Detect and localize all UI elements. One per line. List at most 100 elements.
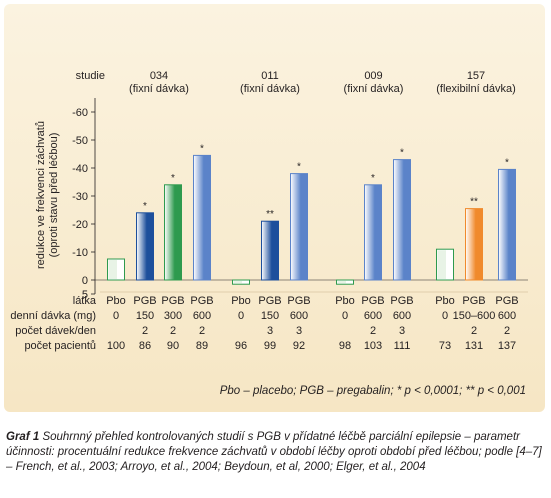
cell-latka: PGB [495, 295, 518, 307]
cell-davka: 600 [393, 310, 411, 322]
cell-pocet-pacientu: 90 [167, 340, 179, 352]
cell-latka: PGB [190, 295, 213, 307]
bar [193, 154, 211, 281]
cell-pocet-pacientu: 73 [439, 340, 451, 352]
y-tick-label: -10 [72, 247, 88, 259]
caption-text: Souhrnný přehled kontrolovaných studií s… [6, 431, 542, 473]
cell-pocet-pacientu: 131 [465, 340, 483, 352]
cell-davka: 600 [193, 310, 211, 322]
cell-davka: 150–600 [453, 310, 496, 322]
cell-latka: PGB [133, 295, 156, 307]
row-label-davka: denní dávka (mg) [10, 310, 96, 322]
y-tick-label: -20 [72, 219, 88, 231]
significance-label: * [371, 173, 375, 184]
cell-pocet-pacientu: 86 [139, 340, 151, 352]
y-tick-label: -40 [72, 163, 88, 175]
significance-label: * [143, 201, 147, 212]
study-name: 157 [467, 70, 485, 82]
cell-pocet-pacientu: 92 [293, 340, 305, 352]
significance-label: * [200, 143, 204, 154]
caption-label: Graf 1 [6, 431, 40, 443]
cell-pocet-pacientu: 103 [364, 340, 382, 352]
cell-pocet-davek: 2 [504, 325, 510, 337]
y-tick-label: -50 [72, 135, 88, 147]
cell-davka: 0 [342, 310, 348, 322]
cell-latka: Pbo [106, 295, 126, 307]
cell-pocet-pacientu: 100 [107, 340, 125, 352]
bar [136, 212, 154, 281]
cell-pocet-pacientu: 89 [196, 340, 208, 352]
study-name: 011 [261, 70, 279, 82]
cell-davka: 150 [261, 310, 279, 322]
cell-pocet-davek: 3 [399, 325, 405, 337]
cell-pocet-davek: 2 [170, 325, 176, 337]
study-subtitle: (fixní dávka) [129, 83, 189, 95]
cell-pocet-pacientu: 96 [235, 340, 247, 352]
row-label-latka: látka [73, 295, 97, 307]
figure-caption: Graf 1 Souhrnný přehled kontrolovaných s… [6, 430, 546, 475]
bar [290, 173, 308, 281]
cell-pocet-pacientu: 98 [339, 340, 351, 352]
chart: redukce ve frekvenci záchvatů (oproti sta… [10, 70, 528, 397]
bar [364, 184, 382, 281]
significance-label: ** [266, 209, 274, 220]
data-table: látka denní dávka (mg) počet dávek/den poče… [10, 291, 528, 352]
bar [465, 208, 483, 281]
cell-latka: Pbo [435, 295, 455, 307]
bar-shade [437, 250, 446, 279]
row-label-studie: studie [76, 70, 105, 82]
cell-latka: PGB [161, 295, 184, 307]
cell-latka: PGB [361, 295, 384, 307]
y-tick-label: 0 [82, 275, 88, 287]
cell-pocet-pacientu: 111 [394, 340, 411, 352]
bar [498, 168, 516, 281]
significance-label: * [505, 157, 509, 168]
study-name: 009 [364, 70, 382, 82]
cell-davka: 0 [442, 310, 448, 322]
y-tick-label: -30 [72, 191, 88, 203]
bars: *********** [107, 143, 516, 285]
y-label-line: (oproti stavu před léčbou) [48, 133, 60, 258]
cell-latka: Pbo [335, 295, 355, 307]
bar-shade [337, 281, 346, 284]
y-tick-label: 5 [82, 289, 88, 301]
y-label-line: redukce ve frekvenci záchvatů [35, 121, 47, 269]
study-subtitle: (flexibilní dávka) [436, 83, 515, 95]
cell-davka: 0 [113, 310, 119, 322]
cell-latka: PGB [462, 295, 485, 307]
bar [393, 159, 411, 281]
cell-pocet-davek: 2 [370, 325, 376, 337]
chart-panel [4, 4, 545, 412]
cell-davka: 150 [136, 310, 154, 322]
study-headers: studie 034(fixní dávka)011(fixní dávka)00… [76, 70, 516, 95]
significance-label: ** [470, 197, 478, 208]
y-axis-label: redukce ve frekvenci záchvatů (oproti sta… [35, 121, 60, 269]
legend-note: Pbo – placebo; PGB – pregabalin; * p < 0… [220, 385, 526, 397]
row-label-pocet-pacientu: počet pacientů [24, 340, 96, 352]
cell-pocet-davek: 2 [471, 325, 477, 337]
study-name: 034 [150, 70, 168, 82]
bar [261, 220, 279, 281]
y-axis: 5 0 -10 -20 -30 -40 -50 -60 [72, 98, 528, 301]
study-subtitle: (fixní dávka) [240, 83, 300, 95]
cell-davka: 600 [364, 310, 382, 322]
y-label-group: redukce ve frekvenci záchvatů (oproti sta… [35, 121, 60, 269]
row-label-pocet-davek: počet dávek/den [15, 325, 96, 337]
bar-shade [108, 260, 117, 279]
y-tick-label: -60 [72, 107, 88, 119]
significance-label: * [297, 162, 301, 173]
cell-latka: PGB [287, 295, 310, 307]
significance-label: * [400, 148, 404, 159]
cell-latka: PGB [258, 295, 281, 307]
cell-davka: 600 [290, 310, 308, 322]
cell-latka: Pbo [231, 295, 251, 307]
cell-pocet-pacientu: 137 [498, 340, 516, 352]
cell-davka: 600 [498, 310, 516, 322]
cell-pocet-davek: 2 [199, 325, 205, 337]
cell-pocet-davek: 3 [296, 325, 302, 337]
bar [164, 184, 182, 281]
study-subtitle: (fixní dávka) [344, 83, 404, 95]
bar-shade [233, 281, 242, 284]
cell-pocet-davek: 2 [142, 325, 148, 337]
cell-pocet-davek: 3 [267, 325, 273, 337]
